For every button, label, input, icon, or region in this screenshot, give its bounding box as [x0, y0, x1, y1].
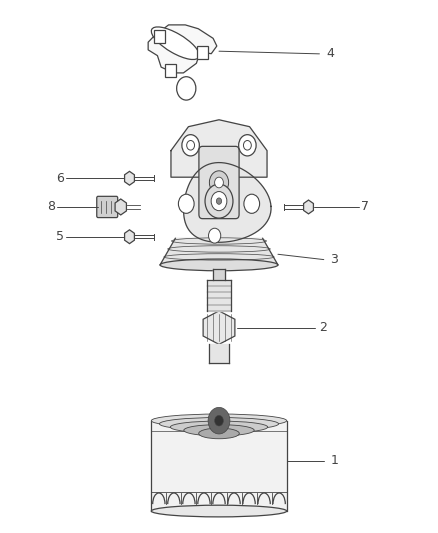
- Ellipse shape: [159, 417, 279, 430]
- Bar: [154, 30, 165, 43]
- Polygon shape: [148, 25, 217, 73]
- Ellipse shape: [184, 425, 254, 436]
- Text: 6: 6: [56, 172, 64, 185]
- Polygon shape: [124, 171, 134, 185]
- Ellipse shape: [151, 505, 287, 517]
- Circle shape: [215, 415, 223, 426]
- Polygon shape: [115, 199, 127, 215]
- Circle shape: [215, 177, 223, 188]
- Bar: [198, 46, 208, 59]
- Circle shape: [216, 198, 222, 204]
- Text: 3: 3: [330, 253, 338, 266]
- Text: 1: 1: [330, 454, 338, 467]
- Text: 7: 7: [361, 200, 369, 213]
- Circle shape: [244, 194, 260, 213]
- Bar: [165, 64, 176, 77]
- Circle shape: [205, 184, 233, 218]
- Circle shape: [177, 77, 196, 100]
- Ellipse shape: [151, 414, 287, 427]
- FancyBboxPatch shape: [199, 147, 239, 219]
- Text: 2: 2: [319, 321, 327, 334]
- Ellipse shape: [199, 428, 239, 439]
- Polygon shape: [213, 269, 225, 280]
- Polygon shape: [160, 238, 278, 265]
- Circle shape: [208, 407, 230, 434]
- Circle shape: [239, 135, 256, 156]
- Polygon shape: [184, 163, 271, 243]
- Circle shape: [182, 135, 199, 156]
- Circle shape: [211, 191, 227, 211]
- Polygon shape: [171, 120, 267, 177]
- Circle shape: [209, 171, 229, 194]
- Text: 8: 8: [47, 200, 55, 213]
- Ellipse shape: [152, 27, 199, 60]
- Text: 4: 4: [326, 47, 334, 60]
- Ellipse shape: [160, 259, 278, 271]
- Ellipse shape: [170, 421, 268, 433]
- Circle shape: [208, 228, 221, 243]
- Polygon shape: [304, 200, 314, 214]
- Polygon shape: [207, 280, 231, 311]
- Polygon shape: [203, 311, 235, 344]
- Circle shape: [178, 194, 194, 213]
- FancyBboxPatch shape: [97, 196, 118, 217]
- Polygon shape: [124, 230, 134, 244]
- Polygon shape: [151, 421, 287, 511]
- Polygon shape: [209, 344, 229, 363]
- Text: 5: 5: [56, 230, 64, 243]
